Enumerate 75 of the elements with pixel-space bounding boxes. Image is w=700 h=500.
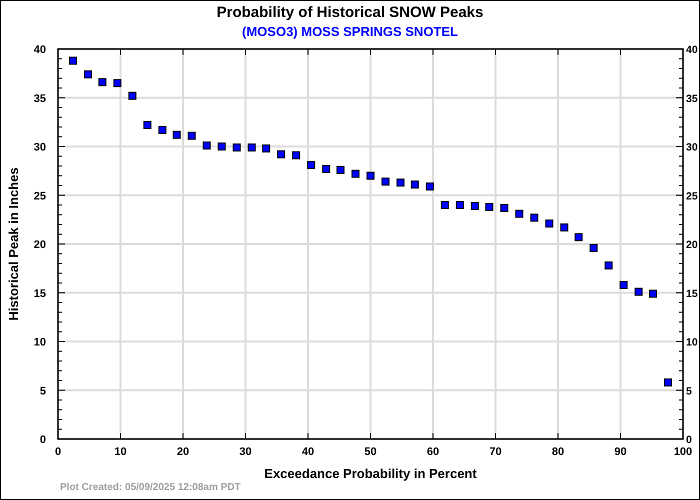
y2-tick-label: 25 bbox=[686, 190, 698, 202]
point bbox=[232, 143, 241, 152]
point bbox=[98, 78, 106, 86]
x-axis-title: Exceedance Probability in Percent bbox=[264, 466, 478, 481]
point bbox=[560, 223, 568, 232]
x-tick-label: 90 bbox=[614, 446, 627, 458]
point bbox=[307, 161, 316, 170]
y2-tick-label: 20 bbox=[686, 239, 698, 251]
point bbox=[202, 142, 211, 150]
point bbox=[128, 92, 136, 100]
y2-tick-label: 35 bbox=[686, 92, 698, 105]
point bbox=[530, 214, 538, 222]
chart-title: Probability of Historical SNOW Peaks bbox=[216, 4, 484, 21]
point bbox=[172, 130, 181, 139]
x-tick-label: 70 bbox=[489, 446, 502, 458]
x-tick-label: 50 bbox=[364, 446, 377, 458]
point bbox=[604, 261, 613, 270]
point bbox=[322, 164, 330, 173]
point bbox=[336, 166, 344, 174]
x-tick-label: 30 bbox=[239, 446, 252, 458]
point bbox=[620, 280, 628, 289]
y2-tick-label: 0 bbox=[686, 434, 692, 446]
point bbox=[188, 132, 196, 140]
point bbox=[634, 288, 643, 296]
point bbox=[113, 79, 122, 88]
x-tick-label: 80 bbox=[552, 446, 564, 458]
y2-tick-label: 5 bbox=[686, 385, 692, 398]
y-axis-title: Historical Peak in Inches bbox=[6, 167, 21, 321]
chart-subtitle: (MOSO3) MOSS SPRINGS SNOTEL bbox=[242, 24, 458, 39]
y-tick-label: 35 bbox=[34, 92, 46, 105]
x-tick-label: 100 bbox=[674, 446, 692, 458]
y-tick-label: 30 bbox=[34, 142, 46, 154]
point bbox=[84, 70, 92, 78]
point bbox=[277, 150, 286, 158]
y-tick-label: 25 bbox=[34, 190, 46, 202]
point bbox=[574, 233, 583, 242]
x-tick-label: 10 bbox=[114, 446, 127, 458]
point bbox=[352, 170, 360, 178]
y-tick-label: 15 bbox=[34, 288, 46, 300]
point bbox=[649, 290, 657, 298]
y-tick-label: 40 bbox=[34, 44, 46, 56]
point bbox=[500, 204, 508, 212]
text: Plot Created: 05/09/2025 12:08am PDT bbox=[60, 482, 241, 493]
y-tick-label: 5 bbox=[40, 385, 46, 398]
y2-tick-label: 40 bbox=[686, 44, 698, 56]
x-tick-label: 60 bbox=[426, 446, 440, 458]
point bbox=[515, 210, 524, 218]
point bbox=[218, 142, 226, 150]
point bbox=[456, 201, 464, 209]
y2-tick-label: 10 bbox=[686, 336, 698, 348]
y2-tick-label: 30 bbox=[686, 142, 698, 154]
point bbox=[470, 202, 479, 210]
point bbox=[664, 378, 672, 386]
point bbox=[485, 202, 494, 211]
point bbox=[158, 126, 166, 134]
point bbox=[69, 56, 77, 65]
point bbox=[396, 178, 404, 187]
point bbox=[410, 180, 419, 189]
point bbox=[366, 172, 374, 180]
point bbox=[143, 121, 152, 130]
point bbox=[292, 151, 300, 160]
y-tick-label: 0 bbox=[40, 434, 46, 446]
point bbox=[545, 220, 554, 228]
point bbox=[590, 244, 598, 252]
point bbox=[262, 144, 270, 152]
point bbox=[248, 143, 256, 152]
x-tick-label: 0 bbox=[54, 446, 62, 458]
point bbox=[382, 178, 390, 186]
point bbox=[426, 182, 434, 190]
y-tick-label: 20 bbox=[34, 239, 46, 251]
y2-tick-label: 15 bbox=[686, 288, 698, 300]
y-tick-label: 10 bbox=[34, 336, 46, 348]
x-tick-label: 40 bbox=[302, 446, 314, 458]
x-tick-label: 20 bbox=[176, 446, 190, 458]
point bbox=[440, 201, 449, 209]
